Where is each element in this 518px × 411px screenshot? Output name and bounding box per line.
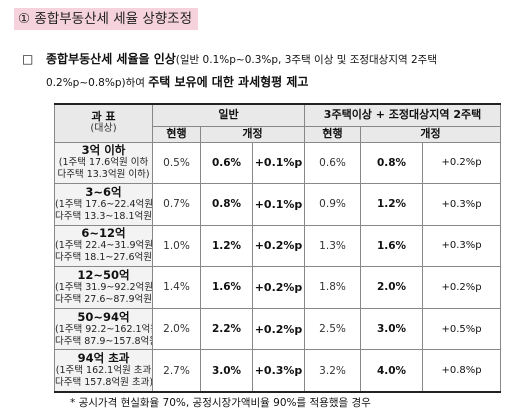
general-revised-rate: 1.6% — [200, 266, 253, 309]
table-row: 3억 이하 (1주택 17.6억원 이하 다주택 13.3억원 이하) 0.5%… — [54, 141, 502, 185]
tax-base-single-home: (1주택 31.9~92.2억원 — [55, 281, 153, 293]
general-current-rate: 2.7% — [152, 349, 201, 393]
multi-revised-rate: 2.0% — [360, 266, 424, 309]
general-rate-increase: +0.3%p — [251, 349, 306, 393]
tax-base-single-home: (1주택 17.6억원 이하 — [58, 157, 149, 169]
table-row: 3~6억 (1주택 17.6~22.4억원 다주택 13.3~18.1억원) 0… — [54, 183, 502, 226]
table-row: 12~50억 (1주택 31.9~92.2억원 다주택 27.6~87.9억원)… — [54, 266, 502, 309]
general-revised-rate: 3.0% — [200, 349, 253, 393]
tax-base-single-home: (1주택 92.2~162.1억원 — [55, 323, 153, 335]
bullet-square-icon: □ — [22, 52, 34, 66]
bullet-lead: 종합부동산세 세율을 인상 — [46, 52, 176, 66]
tax-base-multi-home: 다주택 13.3억원 이하) — [57, 169, 150, 181]
general-rate-increase: +0.1%p — [251, 183, 306, 226]
tax-base-cell: 94억 초과 (1주택 162.1억원 초과 다주택 157.8억원 초과) — [54, 349, 153, 393]
general-current-rate: 1.0% — [152, 224, 201, 268]
header-multi-home: 3주택이상 + 조정대상지역 2주택 — [304, 103, 502, 127]
general-rate-increase: +0.2%p — [251, 307, 306, 351]
multi-revised-rate: 0.8% — [360, 141, 424, 185]
header-general: 일반 — [151, 103, 306, 127]
tax-base-multi-home: 다주택 87.9~157.8억원) — [55, 335, 153, 347]
header-general-revised: 개정 — [199, 125, 306, 143]
bullet-detail: (일반 0.1%p~0.3%p, 3주택 이상 및 조정대상지역 2주택 0.2… — [46, 54, 437, 89]
tax-base-cell: 3~6억 (1주택 17.6~22.4억원 다주택 13.3~18.1억원) — [54, 183, 153, 226]
multi-revised-rate: 4.0% — [360, 349, 424, 393]
tax-base-range: 3억 이하 — [81, 143, 126, 158]
header-tax-base-label: 과 표 — [91, 110, 116, 124]
general-current-rate: 1.4% — [152, 266, 201, 309]
table-row: 6~12억 (1주택 22.4~31.9억원 다주택 18.1~27.6억원) … — [54, 224, 502, 268]
tax-base-range: 6~12억 — [81, 226, 126, 241]
header-multi-revised: 개정 — [360, 125, 502, 143]
general-revised-rate: 1.2% — [200, 224, 253, 268]
multi-current-rate: 3.2% — [304, 349, 362, 393]
table-row: 50~94억 (1주택 92.2~162.1억원 다주택 87.9~157.8억… — [54, 307, 502, 351]
general-current-rate: 0.5% — [152, 141, 201, 185]
multi-current-rate: 0.6% — [304, 141, 362, 185]
tax-rate-table: 과 표 (대상) 일반 3주택이상 + 조정대상지역 2주택 현행 개정 현행 … — [54, 103, 502, 393]
multi-revised-rate: 1.2% — [360, 183, 424, 226]
multi-current-rate: 1.8% — [304, 266, 362, 309]
bullet-goal: 주택 보유에 대한 과세형평 제고 — [148, 75, 309, 89]
footnote: * 공시가격 현실화율 70%, 공정시장가액비율 90%를 적용했을 경우 — [70, 397, 371, 409]
multi-rate-increase: +0.2%p — [422, 266, 502, 309]
multi-rate-increase: +0.3%p — [422, 224, 502, 268]
tax-base-multi-home: 다주택 13.3~18.1억원) — [55, 210, 153, 222]
general-rate-increase: +0.2%p — [251, 224, 306, 268]
multi-rate-increase: +0.2%p — [422, 141, 502, 185]
tax-base-multi-home: 다주택 157.8억원 초과) — [55, 377, 153, 389]
multi-current-rate: 0.9% — [304, 183, 362, 226]
tax-base-cell: 3억 이하 (1주택 17.6억원 이하 다주택 13.3억원 이하) — [54, 141, 153, 185]
tax-base-range: 50~94억 — [77, 309, 130, 324]
section-title: ① 종합부동산세 세율 상향조정 — [14, 8, 199, 30]
header-tax-base: 과 표 (대상) — [54, 103, 153, 143]
table-row: 94억 초과 (1주택 162.1억원 초과 다주택 157.8억원 초과) 2… — [54, 349, 502, 393]
tax-base-range: 12~50억 — [77, 267, 130, 282]
tax-base-single-home: (1주택 17.6~22.4억원 — [55, 198, 153, 210]
general-revised-rate: 0.8% — [200, 183, 253, 226]
tax-base-cell: 12~50억 (1주택 31.9~92.2억원 다주택 27.6~87.9억원) — [54, 266, 153, 309]
general-rate-increase: +0.2%p — [251, 266, 306, 309]
tax-base-cell: 50~94억 (1주택 92.2~162.1억원 다주택 87.9~157.8억… — [54, 307, 153, 351]
multi-current-rate: 1.3% — [304, 224, 362, 268]
general-current-rate: 2.0% — [152, 307, 201, 351]
header-multi-current: 현행 — [304, 125, 362, 143]
general-revised-rate: 2.2% — [200, 307, 253, 351]
multi-revised-rate: 3.0% — [360, 307, 424, 351]
general-current-rate: 0.7% — [152, 183, 201, 226]
tax-base-single-home: (1주택 22.4~31.9억원 — [55, 240, 153, 252]
general-rate-increase: +0.1%p — [251, 141, 306, 185]
tax-base-multi-home: 다주택 27.6~87.9억원) — [55, 293, 153, 305]
tax-base-cell: 6~12억 (1주택 22.4~31.9억원 다주택 18.1~27.6억원) — [54, 224, 153, 268]
multi-rate-increase: +0.5%p — [422, 307, 502, 351]
multi-revised-rate: 1.6% — [360, 224, 424, 268]
bullet-text: 종합부동산세 세율을 인상(일반 0.1%p~0.3%p, 3주택 이상 및 조… — [46, 48, 512, 94]
tax-base-range: 3~6억 — [85, 184, 122, 199]
general-revised-rate: 0.6% — [200, 141, 253, 185]
multi-current-rate: 2.5% — [304, 307, 362, 351]
tax-base-range: 94억 초과 — [77, 351, 130, 366]
header-general-current: 현행 — [152, 125, 201, 143]
multi-rate-increase: +0.3%p — [422, 183, 502, 226]
tax-base-single-home: (1주택 162.1억원 초과 — [55, 365, 152, 377]
header-target-label: (대상) — [90, 123, 117, 135]
multi-rate-increase: +0.8%p — [422, 349, 502, 393]
tax-base-multi-home: 다주택 18.1~27.6억원) — [55, 252, 153, 264]
